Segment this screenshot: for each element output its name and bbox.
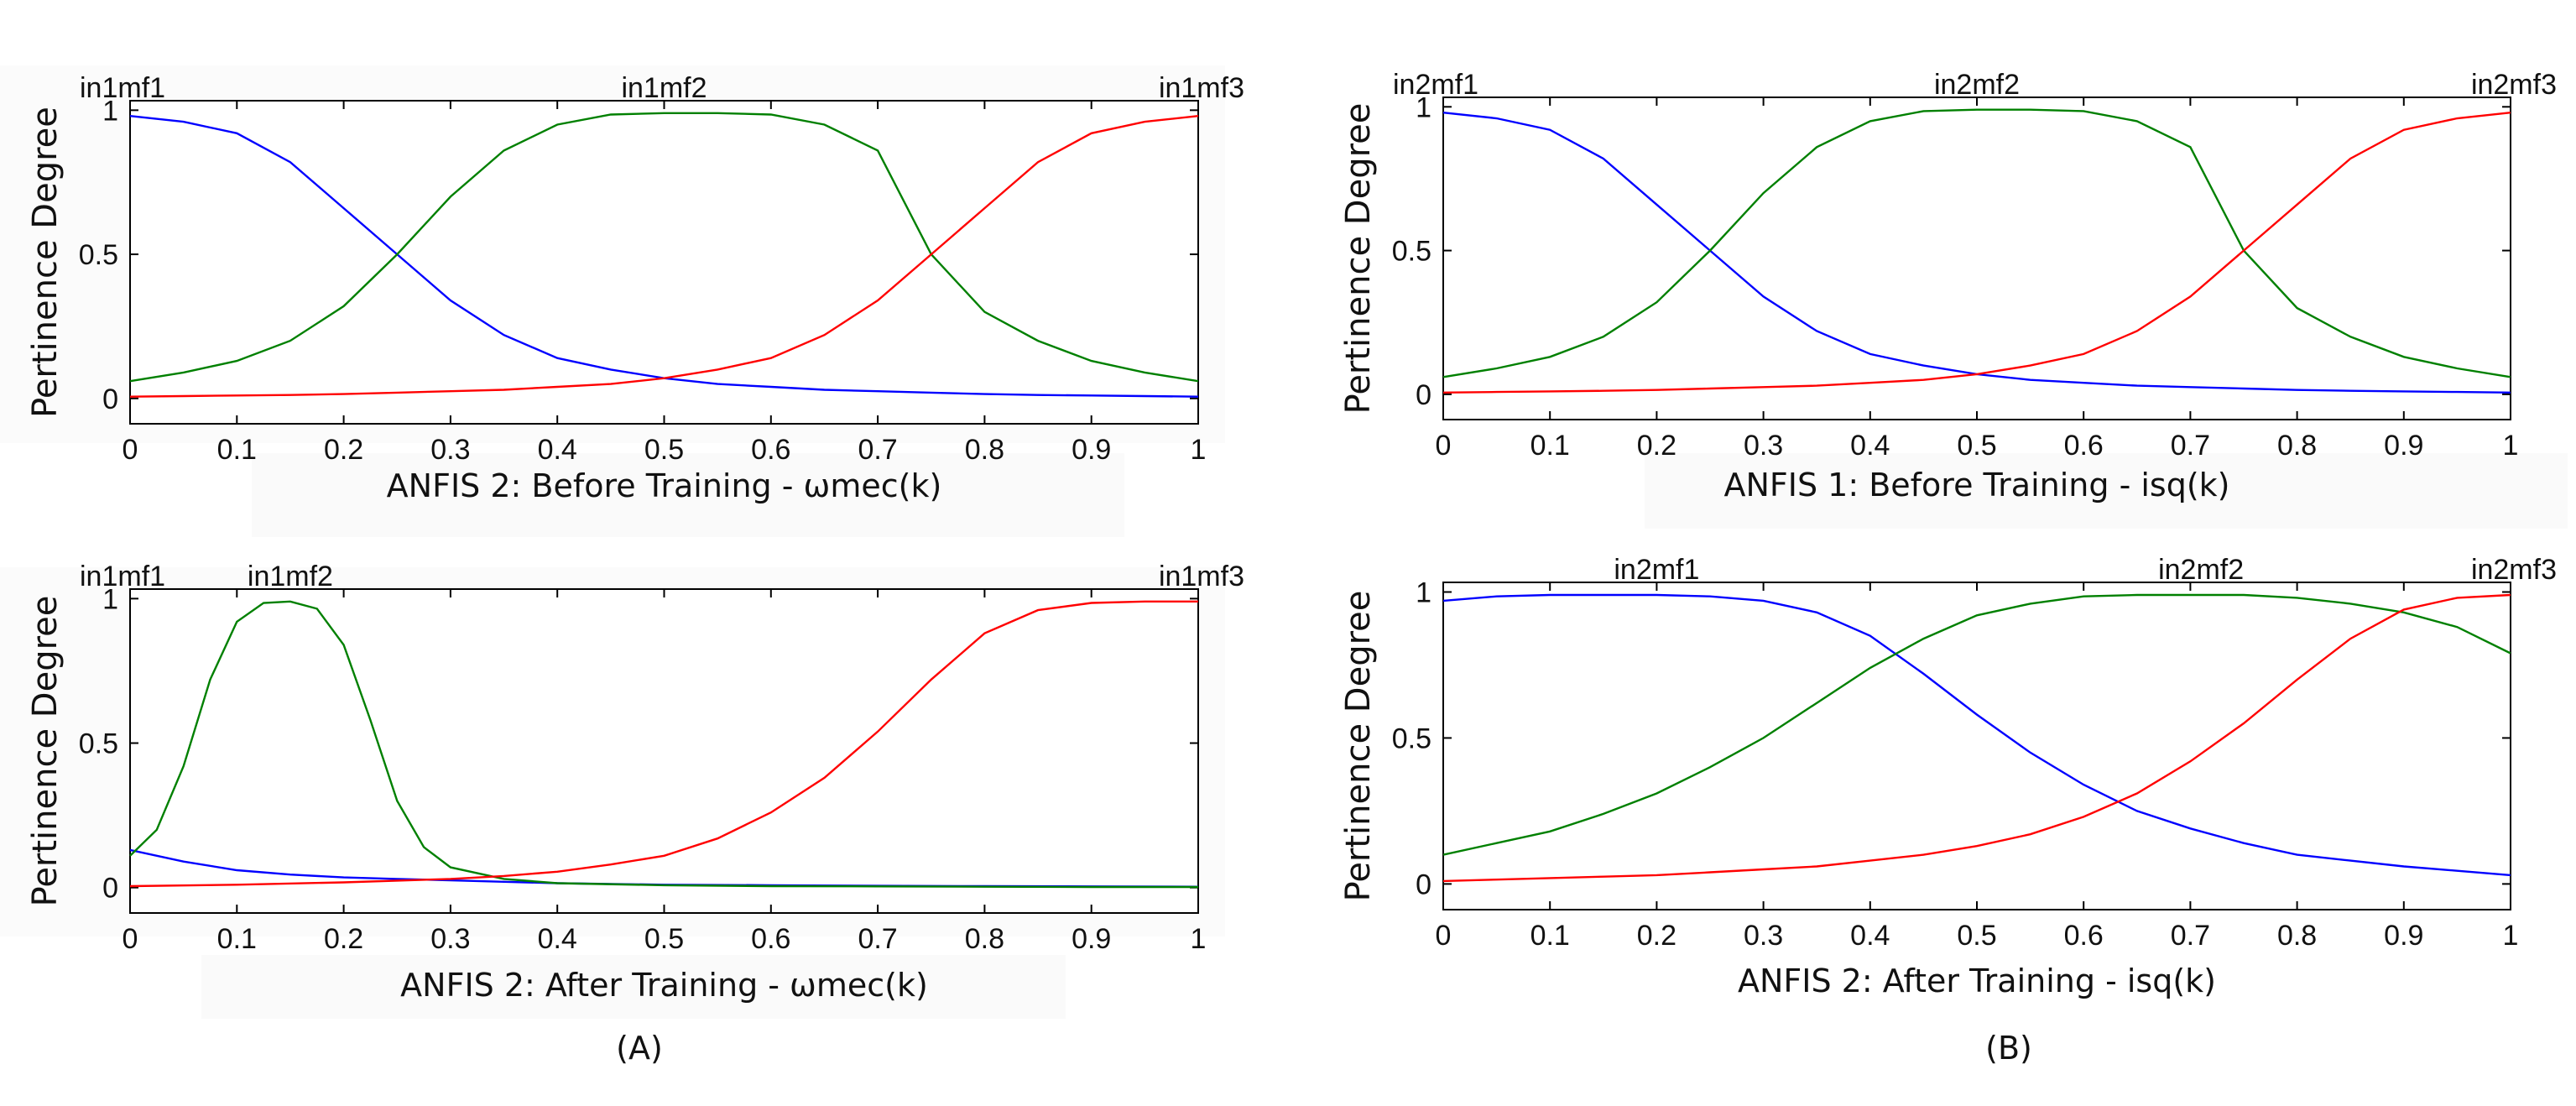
- y-tick-label: 1: [1416, 91, 1431, 123]
- plot-area: [1442, 97, 2511, 420]
- x-tick-label: 1: [1191, 923, 1207, 955]
- x-tick-label: 0.3: [1744, 920, 1783, 952]
- x-tick-label: 0.4: [538, 923, 577, 955]
- x-tick-label: 0.9: [2384, 430, 2423, 462]
- mf-label-in2mf1: in2mf1: [1393, 69, 1478, 101]
- x-tick-label: 0.3: [430, 434, 470, 466]
- y-tick-label: 0.5: [1392, 236, 1431, 268]
- x-tick-label: 0.1: [1530, 430, 1570, 462]
- chart-panel-2: 0 0.1 0.2 0.3 0.4 0.5 0.6 0.7 0.8 0.9 100.51in1mf1…: [26, 561, 1244, 1004]
- x-tick-label: 0.9: [1072, 434, 1111, 466]
- x-tick-label: 0.6: [751, 434, 790, 466]
- x-tick-label: 0.6: [751, 923, 790, 955]
- mf-label-in2mf2: in2mf2: [2158, 554, 2244, 586]
- chart-panel-4: 0 0.1 0.2 0.3 0.4 0.5 0.6 0.7 0.8 0.9 1 0 0.5 1 in2mf1…: [1339, 554, 2557, 999]
- mf-label-in2mf3: in2mf3: [2471, 69, 2557, 101]
- x-tick-label: 0.2: [324, 434, 363, 466]
- y-tick-label: 0: [1416, 379, 1431, 411]
- x-tick-label: 0: [1436, 920, 1452, 952]
- x-tick-label: 0.8: [965, 923, 1004, 955]
- x-tick-label: 0.7: [2171, 920, 2210, 952]
- x-tick-label: 1: [2503, 920, 2519, 952]
- series-line-in1mf3: [129, 115, 1199, 398]
- mf-label-in2mf2: in2mf2: [1934, 69, 2020, 101]
- x-tick-label: 0.2: [324, 923, 363, 955]
- chart-panel-1: 0 0.1 0.2 0.3 0.4 0.5 0.6 0.7 0.8 0.9 100.51in1mf1…: [26, 72, 1244, 504]
- series-line-in2mf1: [1442, 593, 2511, 877]
- x-tick-label: 0.6: [2064, 430, 2104, 462]
- plots-container: 0 0.1 0.2 0.3 0.4 0.5 0.6 0.7 0.8 0.9 100.51in1mf1…: [26, 69, 2557, 1004]
- series-line-in2mf3: [1442, 112, 2511, 394]
- y-axis-label: Pertinence Degree: [26, 596, 65, 907]
- x-tick-label: 0: [123, 923, 138, 955]
- series-line-in1mf2: [129, 600, 1198, 889]
- y-tick-label: 0.5: [79, 239, 118, 271]
- plot-area: [129, 100, 1199, 425]
- panel-label-a: (A): [616, 1030, 663, 1067]
- y-tick-label: 0: [1416, 869, 1431, 900]
- x-tick-label: 0.8: [2277, 430, 2317, 462]
- x-tick-label: 0.7: [858, 434, 897, 466]
- x-tick-label: 0.5: [644, 923, 684, 955]
- y-tick-label: 0.5: [79, 728, 118, 760]
- mf-label-in1mf2: in1mf2: [621, 72, 707, 104]
- x-tick-label: 0.3: [430, 923, 470, 955]
- y-tick-label: 0: [102, 873, 118, 905]
- x-tick-label: 0.6: [2064, 920, 2104, 952]
- mf-label-in1mf2: in1mf2: [248, 561, 333, 592]
- background-caption-b-top: [1645, 453, 2568, 529]
- panel-label-b: (B): [1985, 1030, 2032, 1067]
- x-tick-label: 0: [1436, 430, 1452, 462]
- x-tick-label: 0.9: [2384, 920, 2423, 952]
- x-tick-label: 0.5: [1957, 920, 1996, 952]
- x-tick-label: 0.4: [1850, 430, 1890, 462]
- background-caption-a-bottom: [201, 955, 1066, 1019]
- background-caption-a-top: [252, 453, 1124, 537]
- series-line-in2mf2: [1442, 108, 2511, 378]
- mf-label-in2mf1: in2mf1: [1614, 554, 1699, 586]
- series-line-in1mf3: [129, 600, 1198, 888]
- mf-label-in2mf3: in2mf3: [2471, 554, 2557, 586]
- x-tick-label: 0: [123, 434, 138, 466]
- series-line-in2mf3: [1442, 593, 2511, 883]
- y-tick-label: 1: [1416, 576, 1431, 608]
- x-tick-label: 0.1: [217, 923, 257, 955]
- y-tick-label: 0.5: [1392, 723, 1431, 754]
- x-tick-label: 0.8: [2277, 920, 2317, 952]
- chart-title: ANFIS 1: Before Training - isq(k): [1723, 467, 2229, 503]
- x-tick-label: 0.3: [1744, 430, 1783, 462]
- x-tick-label: 0.1: [217, 434, 257, 466]
- y-axis-label: Pertinence Degree: [26, 107, 65, 418]
- x-tick-label: 0.5: [644, 434, 684, 466]
- x-tick-label: 0.7: [2171, 430, 2210, 462]
- plot-area: [129, 588, 1199, 914]
- mf-label-in1mf3: in1mf3: [1159, 561, 1244, 592]
- series-line-in1mf2: [129, 112, 1199, 383]
- x-tick-label: 0.9: [1072, 923, 1111, 955]
- x-tick-label: 0.4: [538, 434, 577, 466]
- chart-panel-3: 0 0.1 0.2 0.3 0.4 0.5 0.6 0.7 0.8 0.9 100.51in2mf1…: [1339, 69, 2557, 503]
- chart-title: ANFIS 2: Before Training - ωmec(k): [387, 467, 942, 504]
- y-tick-label: 1: [102, 583, 118, 615]
- x-tick-label: 0.5: [1957, 430, 1996, 462]
- mf-label-in1mf3: in1mf3: [1159, 72, 1244, 104]
- x-tick-label: 0.2: [1637, 430, 1676, 462]
- x-tick-label: 1: [1191, 434, 1207, 466]
- x-tick-label: 0.4: [1850, 920, 1890, 952]
- y-tick-label: 0: [102, 383, 118, 415]
- x-tick-label: 0.8: [965, 434, 1004, 466]
- y-tick-label: 1: [102, 95, 118, 127]
- series-line-in2mf2: [1442, 593, 2511, 856]
- mf-label-in1mf1: in1mf1: [80, 561, 165, 592]
- mf-label-in1mf1: in1mf1: [80, 72, 165, 104]
- x-tick-label: 0.7: [858, 923, 897, 955]
- chart-title: ANFIS 2: After Training - isq(k): [1738, 963, 2216, 999]
- x-tick-label: 0.2: [1637, 920, 1676, 952]
- y-axis-label: Pertinence Degree: [1339, 591, 1378, 902]
- y-axis-label: Pertinence Degree: [1339, 103, 1378, 415]
- chart-title: ANFIS 2: After Training - ωmec(k): [400, 967, 928, 1004]
- x-tick-label: 1: [2503, 430, 2519, 462]
- x-tick-label: 0.1: [1530, 920, 1570, 952]
